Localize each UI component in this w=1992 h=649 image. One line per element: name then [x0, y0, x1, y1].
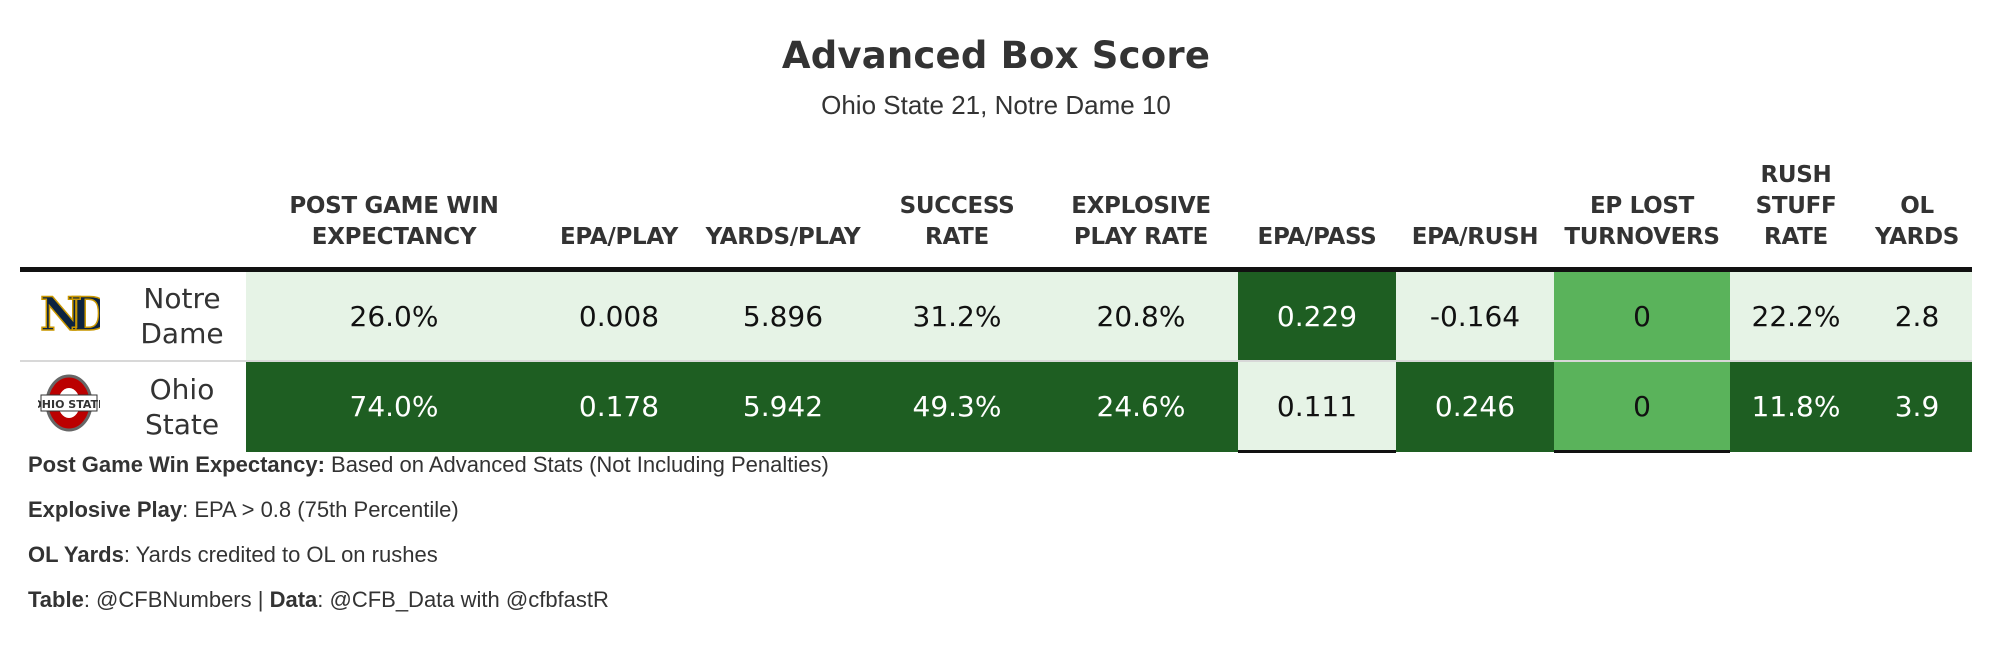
footnote-label: OL Yards [28, 542, 124, 567]
stat-cell: 0.246 [1396, 361, 1554, 452]
header-row: POST GAME WIN EXPECTANCY EPA/PLAY YARDS/… [20, 145, 1972, 270]
credit-label: Data [269, 587, 318, 612]
column-header: EPA/PASS [1257, 223, 1377, 250]
stat-cell: -0.164 [1396, 269, 1554, 362]
column-header: POST GAME WIN EXPECTANCY [289, 192, 499, 250]
column-header: EXPLOSIVE PLAY RATE [1071, 192, 1211, 250]
stat-cell: 31.2% [870, 269, 1044, 362]
stat-cell: 2.8 [1862, 269, 1972, 362]
stat-cell: 20.8% [1044, 269, 1238, 362]
stat-cell: 0.229 [1238, 269, 1396, 362]
footnote-text: Based on Advanced Stats (Not Including P… [324, 452, 829, 477]
stat-cell: 0 [1554, 269, 1730, 362]
credit-text: : @CFBNumbers | [83, 587, 270, 612]
footnote: OL Yards: Yards credited to OL on rushes [28, 542, 829, 587]
stat-cell: 0.178 [542, 361, 696, 452]
chart-subtitle: Ohio State 21, Notre Dame 10 [821, 90, 1171, 120]
footnote-text: : EPA > 0.8 (75th Percentile) [182, 497, 459, 522]
stat-cell: 0 [1554, 361, 1730, 453]
credit-text: : @CFB_Data with @cfbfastR [317, 587, 609, 612]
team-name: Notre Dame [118, 269, 246, 362]
box-score-table: POST GAME WIN EXPECTANCY EPA/PLAY YARDS/… [20, 145, 1972, 453]
stat-cell: 24.6% [1044, 361, 1238, 452]
stat-cell: 3.9 [1862, 361, 1972, 452]
team-name: Ohio State [144, 372, 220, 441]
stat-cell: 26.0% [246, 269, 542, 362]
stat-cell: 0.008 [542, 269, 696, 362]
column-header: SUCCESS RATE [899, 192, 1015, 250]
column-header: OL YARDS [1874, 192, 1960, 250]
stat-cell: 11.8% [1730, 361, 1862, 452]
credit-label: Table [28, 587, 84, 612]
footnote: Post Game Win Expectancy: Based on Advan… [28, 452, 829, 497]
footnotes: Post Game Win Expectancy: Based on Advan… [28, 452, 829, 632]
notre-dame-logo-cell: ND [20, 269, 121, 362]
column-header: EP LOST TURNOVERS [1564, 192, 1720, 250]
footnote-label: Explosive Play [28, 497, 183, 522]
stat-cell: 5.896 [696, 269, 870, 362]
notre-dame-logo: ND [39, 286, 121, 342]
header-logo-spacer [20, 145, 118, 270]
stat-cell: 0.111 [1238, 361, 1396, 453]
column-header: EPA/RUSH [1411, 223, 1539, 250]
stat-cell: 74.0% [246, 361, 542, 452]
footnote: Explosive Play: EPA > 0.8 (75th Percenti… [28, 497, 829, 542]
footnote-label: Post Game Win Expectancy: [28, 452, 325, 477]
chart-title: Advanced Box Score [781, 34, 1211, 77]
svg-text:ND: ND [40, 287, 100, 340]
stat-cell: 5.942 [696, 361, 870, 452]
column-header: RUSH STUFF RATE [1755, 161, 1837, 250]
header-team-spacer [118, 145, 246, 270]
footnote-text: : Yards credited to OL on rushes [123, 542, 438, 567]
ohio-state-logo: OHIO STATE [32, 374, 106, 432]
stat-cell: 22.2% [1730, 269, 1862, 362]
stat-cell: 49.3% [870, 361, 1044, 452]
column-header: EPA/PLAY [559, 223, 679, 250]
table-row: OHIO STATE Ohio State 74.0% 0.178 5.942 … [20, 361, 1972, 453]
svg-text:OHIO STATE: OHIO STATE [38, 398, 100, 411]
table-row: ND Notre Dame 26.0% 0.008 5.896 31.2% 20… [20, 269, 1972, 362]
ohio-state-logo-cell: OHIO STATE [20, 361, 118, 452]
credit-line: Table: @CFBNumbers | Data: @CFB_Data wit… [28, 587, 829, 632]
column-header: YARDS/PLAY [705, 223, 861, 250]
